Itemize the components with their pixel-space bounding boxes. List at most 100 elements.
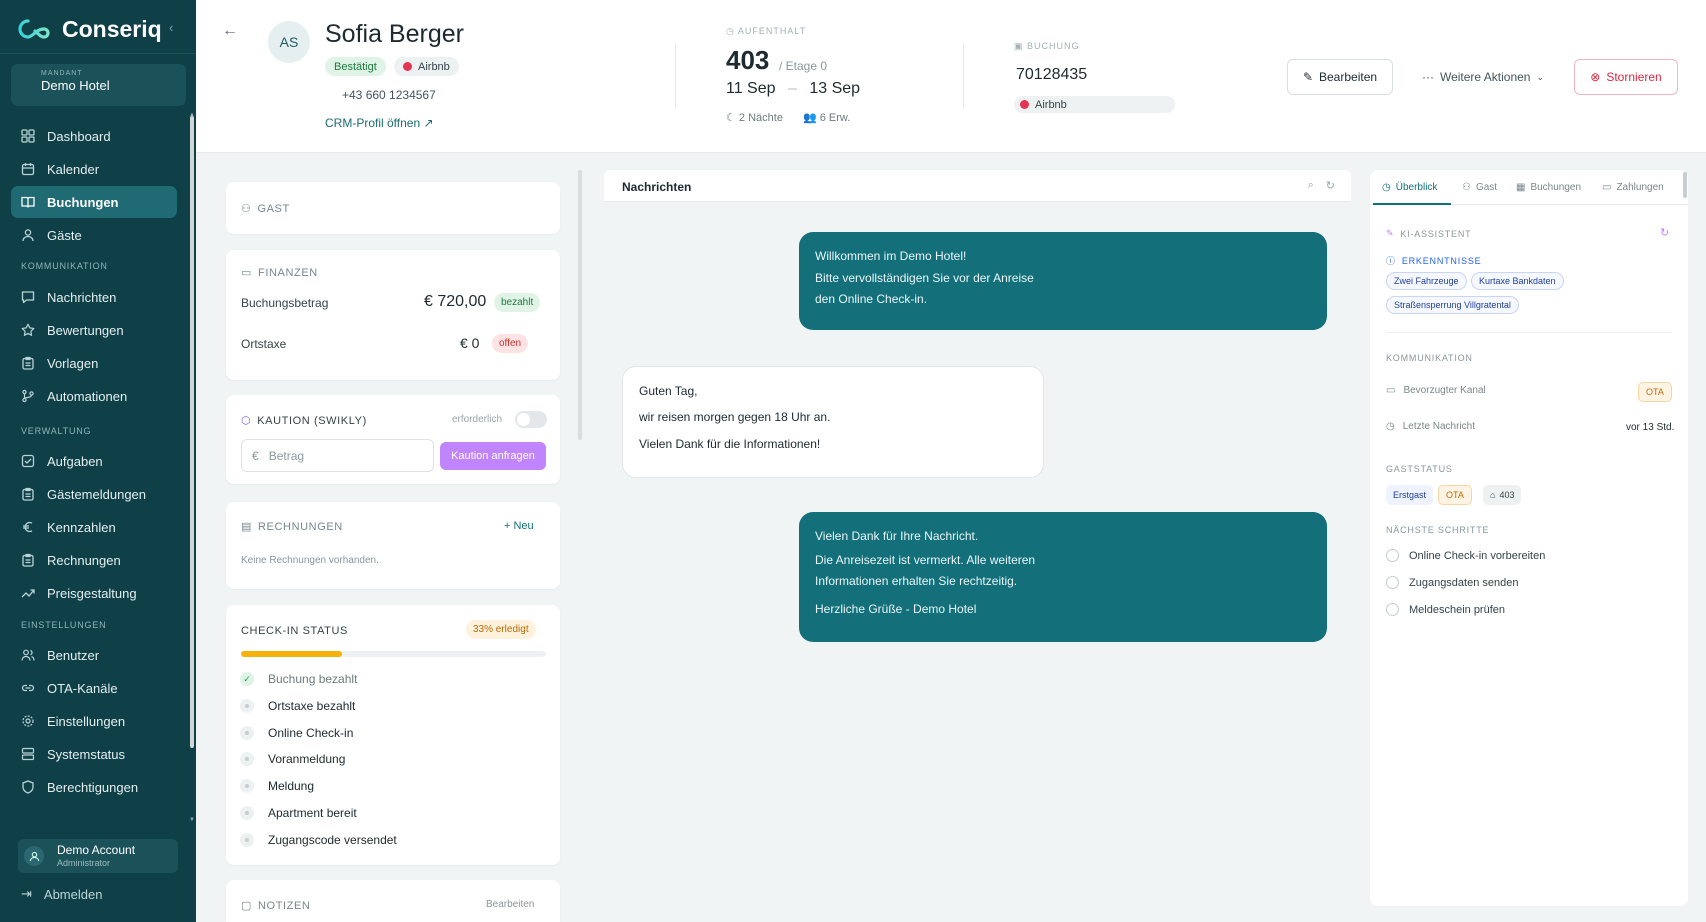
sidebar-item-nachrichten[interactable]: Nachrichten [11, 281, 177, 313]
sidebar-item-einstellungen[interactable]: Einstellungen [11, 705, 177, 737]
tab-bookings[interactable]: ▦ Buchungen [1516, 182, 1582, 193]
step-checkbox[interactable] [1386, 576, 1399, 589]
preferred-channel-badge: OTA [1638, 382, 1672, 402]
sidebar-item-automationen[interactable]: Automationen [11, 380, 177, 412]
sidebar-item-label: Vorlagen [47, 355, 99, 371]
booking-label: ▣ BUCHUNG [1014, 41, 1080, 51]
nav-section-title: KOMMUNIKATION [21, 261, 108, 271]
checkin-item[interactable]: Zugangscode versendet [240, 833, 397, 847]
airbnb-dot-icon [1020, 100, 1029, 109]
sidebar-item-systemstatus[interactable]: Systemstatus [11, 738, 177, 770]
scroll-up-icon[interactable]: ▲ [189, 112, 195, 118]
next-step[interactable]: Zugangsdaten senden [1386, 576, 1518, 589]
pending-dot-icon [240, 779, 254, 793]
guest-initials: AS [279, 34, 299, 50]
invoices-title: ▤ RECHNUNGEN [241, 520, 343, 534]
file-icon: ▤ [241, 521, 252, 533]
checkin-item[interactable]: Apartment bereit [240, 806, 357, 820]
deposit-amount-input[interactable]: € Betrag [241, 439, 434, 472]
overview-panel: ◷ Überblick ⚇ Gast ▦ Buchungen ▭ Zahlungen ✎… [1370, 170, 1688, 906]
clipboard-icon [21, 487, 35, 501]
checkin-progress-fill [241, 651, 342, 657]
sidebar-item-kalender[interactable]: Kalender [11, 153, 177, 185]
checkin-item[interactable]: Online Check-in [240, 726, 353, 740]
brand-logo[interactable]: Conseriq [16, 14, 162, 44]
sidebar-item-aufgaben[interactable]: Aufgaben [11, 445, 177, 477]
step-checkbox[interactable] [1386, 603, 1399, 616]
sidebar-item-buchungen[interactable]: Buchungen [11, 186, 177, 218]
ota-tag: OTA [1438, 485, 1472, 505]
hotel-switcher[interactable]: MANDANT Demo Hotel [11, 64, 186, 106]
sidebar-item-bewertungen[interactable]: Bewertungen [11, 314, 177, 346]
checkin-item-label: Meldung [268, 779, 315, 793]
insight-chip[interactable]: Straßensperrung Villgratental [1386, 296, 1519, 314]
checkin-item-label: Buchung bezahlt [268, 672, 358, 686]
divider [963, 44, 964, 108]
pending-dot-icon [240, 726, 254, 740]
more-actions-button[interactable]: ··· Weitere Aktionen ⌄ [1421, 70, 1545, 84]
insight-chip[interactable]: Kurtaxe Bankdaten [1471, 272, 1564, 290]
back-arrow-icon[interactable]: ← [222, 22, 238, 39]
sidebar-item-ota-kanäle[interactable]: OTA-Kanäle [11, 672, 177, 704]
checkin-item[interactable]: Meldung [240, 779, 314, 793]
channel-badge: Airbnb [394, 57, 459, 76]
divider [1386, 332, 1672, 333]
next-step[interactable]: Meldeschein prüfen [1386, 603, 1505, 616]
sidebar-item-benutzer[interactable]: Benutzer [11, 639, 177, 671]
crm-profile-link[interactable]: CRM-Profil öffnen ↗ [325, 116, 434, 130]
checkin-item[interactable]: ✓ Buchung bezahlt [240, 672, 357, 686]
request-deposit-button[interactable]: Kaution anfragen [440, 442, 546, 470]
cancel-booking-button[interactable]: ⊗ Stornieren [1574, 59, 1678, 95]
refresh-icon[interactable]: ↻ [1325, 180, 1335, 192]
trend-icon [21, 586, 35, 600]
new-invoice-button[interactable]: + Neu [504, 520, 534, 532]
sidebar-item-label: Automationen [47, 388, 128, 404]
booking-amount-label: Buchungsbetrag [241, 296, 329, 310]
sidebar-item-label: Buchungen [47, 194, 119, 210]
tab-guest[interactable]: ⚇ Gast [1462, 182, 1498, 193]
logout-button[interactable]: ⇥ Abmelden [21, 886, 102, 902]
arrival-date: 11 Sep [726, 80, 776, 97]
sidebar-item-preisgestaltung[interactable]: Preisgestaltung [11, 577, 177, 609]
tab-payments[interactable]: ▭ Zahlungen [1602, 182, 1664, 193]
next-step[interactable]: Online Check-in vorbereiten [1386, 549, 1545, 562]
account-menu[interactable]: Demo Account Administrator [18, 839, 178, 873]
sidebar-item-gästemeldungen[interactable]: Gästemeldungen [11, 478, 177, 510]
search-icon[interactable]: ⌕ [1307, 179, 1314, 191]
sidebar-item-dashboard[interactable]: Dashboard [11, 120, 177, 152]
pending-dot-icon [240, 752, 254, 766]
right-panel-scrollbar[interactable] [1683, 172, 1687, 198]
deposit-required-toggle[interactable] [515, 411, 547, 428]
checkin-item[interactable]: Voranmeldung [240, 752, 345, 766]
booking-channel-badge: Airbnb [1014, 96, 1175, 113]
insight-chip[interactable]: Zwei Fahrzeuge [1386, 272, 1467, 290]
tab-overview[interactable]: ◷ Überblick [1382, 182, 1438, 193]
checkin-item[interactable]: Ortstaxe bezahlt [240, 699, 355, 713]
notes-edit-button[interactable]: Bearbeiten [486, 899, 535, 910]
more-icon: ··· [1421, 70, 1434, 84]
sidebar-scrollbar[interactable] [190, 116, 194, 748]
collapse-sidebar-icon[interactable]: ‹ [169, 20, 174, 35]
scroll-down-icon[interactable]: ▼ [189, 817, 195, 823]
note-icon: ▢ [241, 900, 252, 912]
sidebar-item-gäste[interactable]: Gäste [11, 219, 177, 251]
left-column-scrollbar[interactable] [578, 170, 582, 440]
sidebar-item-label: Berechtigungen [47, 779, 139, 795]
step-checkbox[interactable] [1386, 549, 1399, 562]
sidebar-item-rechnungen[interactable]: Rechnungen [11, 544, 177, 576]
sidebar-item-kennzahlen[interactable]: Kennzahlen [11, 511, 177, 543]
sidebar-item-label: OTA-Kanäle [47, 680, 118, 696]
euro-icon [21, 520, 35, 534]
sidebar-item-berechtigungen[interactable]: Berechtigungen [11, 771, 177, 803]
sidebar-item-vorlagen[interactable]: Vorlagen [11, 347, 177, 379]
sidebar-item-label: Aufgaben [47, 453, 103, 469]
booking-number: 70128435 [1016, 66, 1088, 83]
message-line: Bitte vervollständigen Sie vor der Anrei… [815, 271, 1034, 286]
pencil-icon: ✎ [1302, 70, 1313, 84]
paid-badge: bezahlt [494, 293, 541, 312]
edit-button[interactable]: ✎ Bearbeiten [1287, 59, 1393, 95]
refresh-icon[interactable]: ↻ [1660, 227, 1670, 239]
tax-label: Ortstaxe [241, 337, 287, 351]
message-outgoing: Willkommen im Demo Hotel! Bitte vervolls… [799, 232, 1327, 330]
user-icon: ⚇ [241, 203, 252, 215]
